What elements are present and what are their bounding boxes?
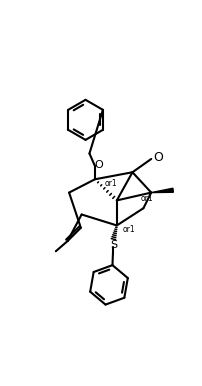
Text: or1: or1 [104,179,117,188]
Text: or1: or1 [140,193,153,203]
Text: S: S [110,240,117,249]
Text: or1: or1 [122,225,135,234]
Text: O: O [94,160,103,170]
Polygon shape [151,188,173,193]
Text: O: O [154,151,163,164]
